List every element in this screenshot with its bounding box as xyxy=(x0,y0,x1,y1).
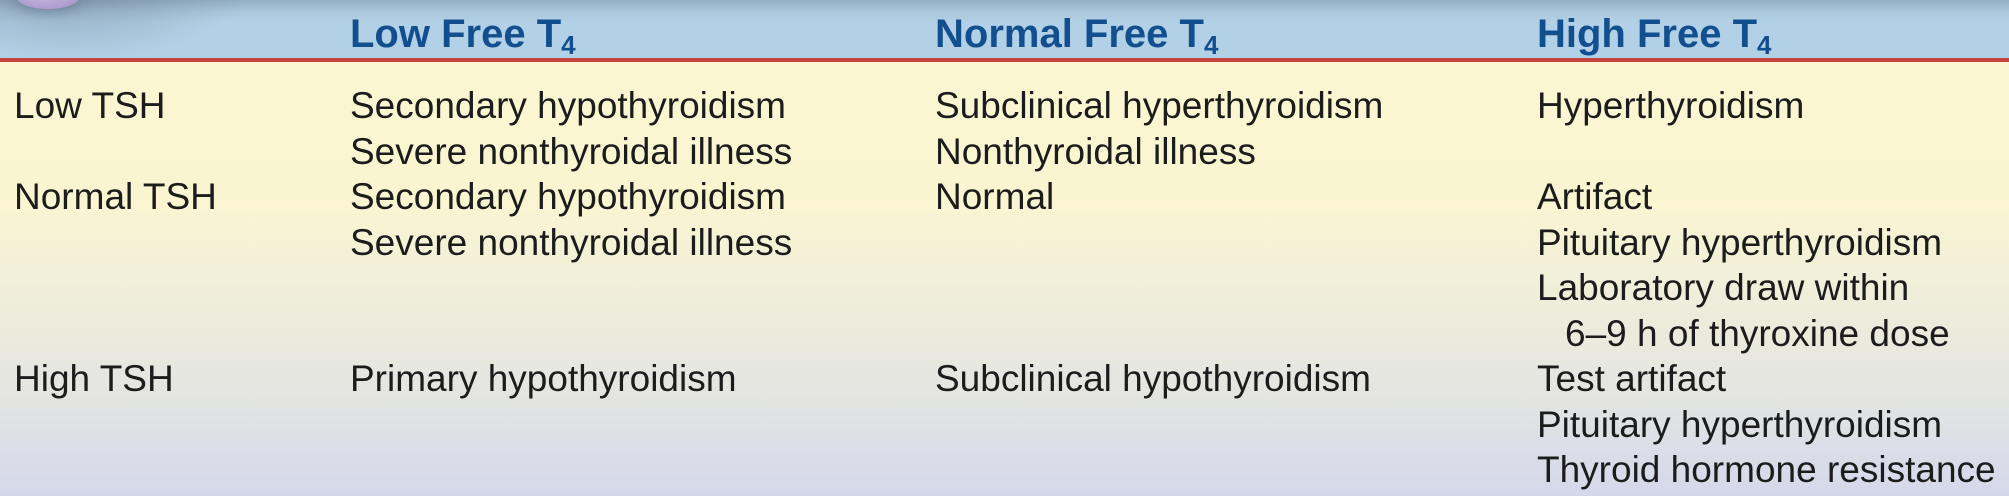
header-grid: Low Free T4 Normal Free T4 High Free T4 xyxy=(0,0,2009,60)
cell-low-tsh-high-ft4: Hyperthyroidism xyxy=(1537,83,2009,129)
cell-high-tsh-normal-ft4: Subclinical hypothyroidism xyxy=(935,356,1537,402)
column-header-high-free-t4-label: High Free T xyxy=(1537,12,1758,56)
cell-line: Thyroid hormone resistance xyxy=(1537,449,1996,490)
cell-line: Severe nonthyroidal illness xyxy=(350,130,793,172)
cell-normal-tsh-low-ft4: Secondary hypothyroidism Severe nonthyro… xyxy=(350,174,935,265)
column-header-high-free-t4-subscript: 4 xyxy=(1757,30,1772,60)
table-header-row: Low Free T4 Normal Free T4 High Free T4 xyxy=(0,0,2009,58)
cell-normal-tsh-high-ft4: Artifact Pituitary hyperthyroidism Labor… xyxy=(1537,174,2009,356)
cell-low-tsh-low-ft4: Secondary hypothyroidism Severe nonthyro… xyxy=(350,83,935,174)
cell-line: Pituitary hyperthyroidism xyxy=(1537,403,1943,445)
corner-decoration-ellipse xyxy=(16,0,80,9)
cell-high-tsh-high-ft4: Test artifact Pituitary hyperthyroidism … xyxy=(1537,356,2009,493)
cell-normal-tsh-normal-ft4: Normal xyxy=(935,174,1537,220)
cell-line: Secondary hypothyroidism xyxy=(350,85,786,126)
cell-low-tsh-normal-ft4: Subclinical hyperthyroidism Nonthyroidal… xyxy=(935,83,1537,174)
column-header-high-free-t4: High Free T4 xyxy=(1537,12,2009,60)
column-header-low-free-t4-label: Low Free T xyxy=(350,12,562,56)
column-header-low-free-t4: Low Free T4 xyxy=(350,12,935,60)
cell-line: Normal xyxy=(935,176,1055,217)
column-header-normal-free-t4-subscript: 4 xyxy=(1203,30,1219,60)
cell-line: Secondary hypothyroidism xyxy=(350,176,786,217)
column-header-spacer xyxy=(14,12,350,57)
cell-line: Subclinical hyperthyroidism xyxy=(935,85,1384,126)
column-header-low-free-t4-subscript: 4 xyxy=(561,30,576,60)
row-label-high-tsh: High TSH xyxy=(14,358,174,399)
cell-line: Severe nonthyroidal illness xyxy=(350,221,793,263)
cell-high-tsh-low-ft4: Primary hypothyroidism xyxy=(350,356,935,402)
table-body: Low TSH Secondary hypothyroidism Severe … xyxy=(0,62,2009,496)
cell-line: Subclinical hypothyroidism xyxy=(935,358,1371,399)
cell-line: Artifact xyxy=(1537,176,1653,217)
cell-line: Laboratory draw within xyxy=(1537,267,1910,308)
column-header-normal-free-t4: Normal Free T4 xyxy=(935,12,1537,60)
column-header-normal-free-t4-label: Normal Free T xyxy=(935,12,1204,56)
cell-line: Primary hypothyroidism xyxy=(350,358,737,399)
cell-line: Hyperthyroidism xyxy=(1537,85,1805,126)
cell-line-continuation: 6–9 h of thyroxine dose xyxy=(1565,312,1950,354)
row-label-low-tsh: Low TSH xyxy=(14,85,166,126)
row-label-normal-tsh: Normal TSH xyxy=(14,176,217,217)
header-divider-line xyxy=(0,58,2009,62)
cell-line: Nonthyroidal illness xyxy=(935,130,1256,172)
cell-line: Pituitary hyperthyroidism xyxy=(1537,221,1943,263)
cell-line: Test artifact xyxy=(1537,358,1727,399)
